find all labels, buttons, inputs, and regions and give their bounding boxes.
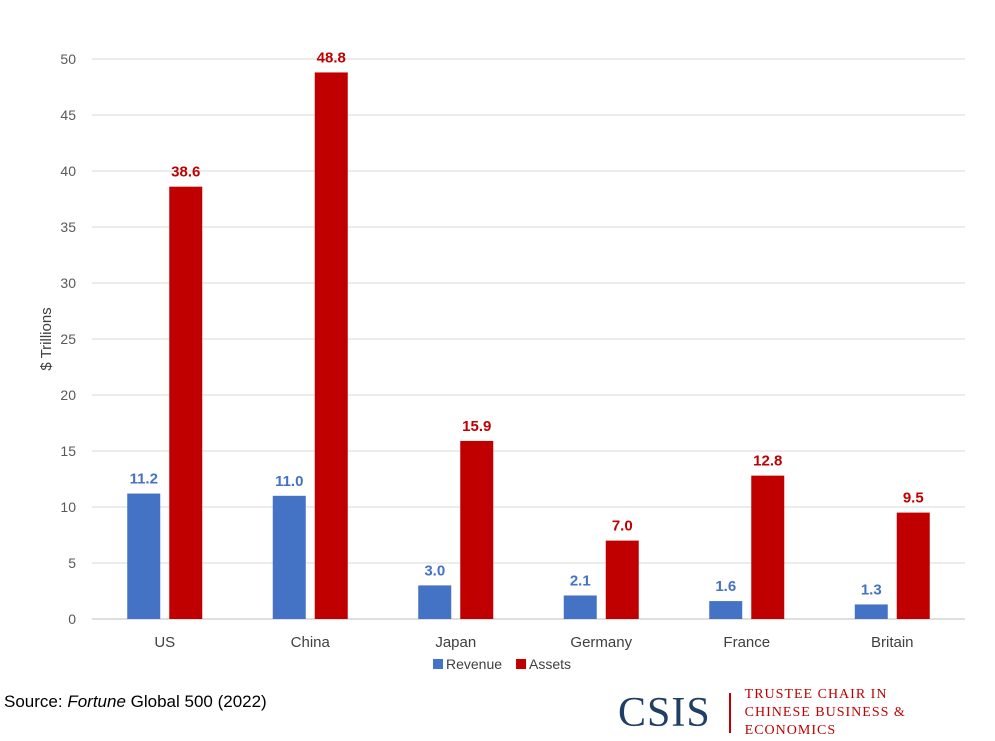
source-suffix: Global 500 (2022) xyxy=(125,692,267,711)
logo-caption-line-1: TRUSTEE CHAIR IN xyxy=(744,687,888,702)
y-tick-label: 10 xyxy=(60,499,76,515)
legend-label-assets: Assets xyxy=(529,656,571,672)
source-prefix: Source: xyxy=(4,692,68,711)
data-label-revenue: 11.2 xyxy=(130,471,158,488)
bar-revenue-china xyxy=(272,495,306,619)
y-tick-label: 15 xyxy=(60,443,76,459)
y-tick-label: 45 xyxy=(60,107,76,123)
bar-revenue-us xyxy=(127,493,161,619)
x-tick-label: Japan xyxy=(435,634,476,651)
csis-wordmark: CSIS xyxy=(618,690,711,736)
y-tick-label: 50 xyxy=(60,51,76,67)
x-tick-label: China xyxy=(291,634,331,651)
data-label-assets: 15.9 xyxy=(462,418,491,435)
data-label-revenue: 2.1 xyxy=(570,572,591,589)
logo-caption: TRUSTEE CHAIR IN CHINESE BUSINESS & ECON… xyxy=(745,686,995,740)
bar-assets-britain xyxy=(896,512,930,619)
data-label-revenue: 3.0 xyxy=(424,562,445,579)
y-tick-label: 40 xyxy=(60,163,76,179)
y-tick-label: 5 xyxy=(68,555,76,571)
bar-assets-germany xyxy=(605,540,639,619)
data-label-assets: 9.5 xyxy=(903,490,924,507)
bar-revenue-britain xyxy=(854,604,888,619)
bar-assets-france xyxy=(751,475,785,619)
bar-revenue-france xyxy=(709,601,743,619)
source-publication: Fortune xyxy=(67,692,126,711)
x-tick-label: Britain xyxy=(871,634,914,651)
bar-revenue-germany xyxy=(563,595,597,619)
bar-assets-japan xyxy=(460,440,494,619)
data-label-revenue: 11.0 xyxy=(275,473,303,490)
bar-assets-us xyxy=(169,186,203,619)
data-label-revenue: 1.6 xyxy=(715,578,736,595)
x-tick-label: France xyxy=(723,634,770,651)
y-tick-label: 30 xyxy=(60,275,76,291)
y-tick-label: 35 xyxy=(60,219,76,235)
bar-revenue-japan xyxy=(418,585,452,619)
source-note: Source: Fortune Global 500 (2022) xyxy=(4,692,267,712)
logo-caption-line-2: CHINESE BUSINESS & ECONOMICS xyxy=(744,705,906,738)
legend-label-revenue: Revenue xyxy=(446,656,502,672)
data-label-assets: 12.8 xyxy=(753,453,782,470)
data-label-assets: 38.6 xyxy=(171,164,200,181)
x-tick-label: US xyxy=(154,634,175,651)
legend-swatch-assets xyxy=(516,659,527,669)
data-label-assets: 7.0 xyxy=(612,518,633,535)
logo-divider xyxy=(728,693,731,733)
y-tick-label: 25 xyxy=(60,331,76,347)
y-tick-label: 20 xyxy=(60,387,76,403)
y-axis-title: $ Trillions xyxy=(38,307,55,370)
x-tick-label: Germany xyxy=(570,634,632,651)
data-label-assets: 48.8 xyxy=(317,49,346,66)
data-label-revenue: 1.3 xyxy=(861,581,882,598)
csis-logo: CSIS TRUSTEE CHAIR IN CHINESE BUSINESS &… xyxy=(618,687,995,738)
bar-assets-china xyxy=(314,72,348,619)
legend-swatch-revenue xyxy=(433,659,443,669)
bar-chart: 0 5 10 15 20 25 30 35 40 45 50 $ Trillions 11.2 38.6 U… xyxy=(38,49,965,672)
y-tick-label: 0 xyxy=(68,611,76,627)
